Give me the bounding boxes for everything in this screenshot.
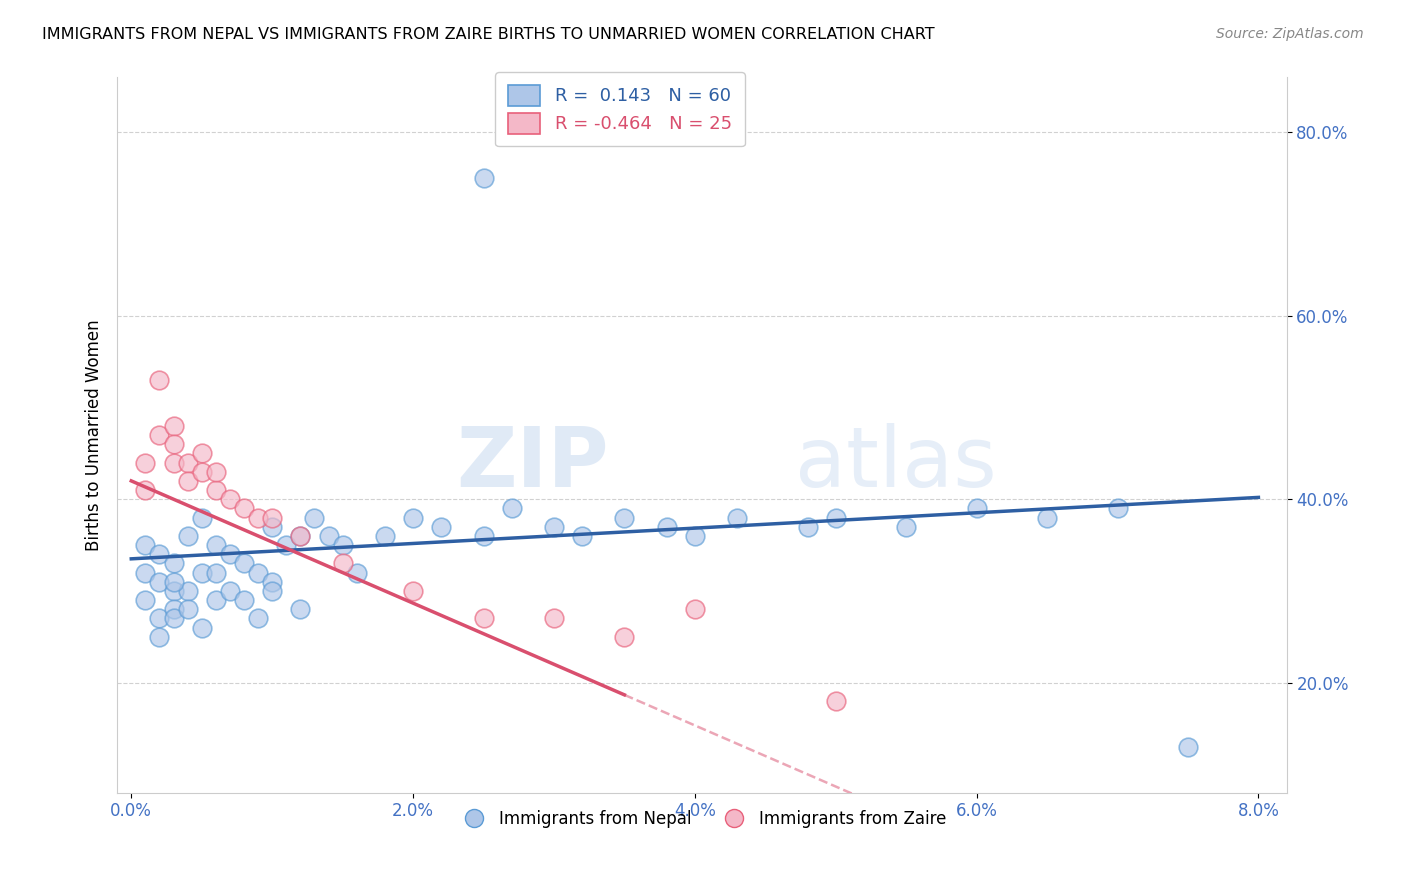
Point [204, 566, 226, 580]
Point [262, 583, 284, 598]
Point [134, 566, 156, 580]
Point [1107, 501, 1129, 516]
Point [1177, 739, 1199, 754]
Point [472, 611, 495, 625]
Point [148, 574, 170, 589]
Point [613, 630, 636, 644]
Text: Source: ZipAtlas.com: Source: ZipAtlas.com [1216, 27, 1364, 41]
Point [148, 611, 170, 625]
Point [1036, 510, 1059, 524]
Point [318, 529, 340, 543]
Point [346, 566, 368, 580]
Point [176, 583, 198, 598]
Y-axis label: Births to Unmarried Women: Births to Unmarried Women [86, 319, 103, 551]
Point [190, 465, 212, 479]
Point [176, 456, 198, 470]
Point [233, 593, 256, 607]
Point [655, 520, 678, 534]
Point [824, 510, 846, 524]
Point [472, 529, 495, 543]
Point [134, 538, 156, 552]
Point [162, 557, 184, 571]
Point [162, 611, 184, 625]
Point [402, 510, 425, 524]
Point [148, 428, 170, 442]
Point [543, 611, 565, 625]
Point [571, 529, 593, 543]
Point [613, 510, 636, 524]
Point [190, 510, 212, 524]
Point [332, 538, 354, 552]
Point [796, 520, 818, 534]
Point [402, 583, 425, 598]
Point [543, 520, 565, 534]
Point [204, 593, 226, 607]
Point [204, 483, 226, 497]
Point [134, 593, 156, 607]
Legend: Immigrants from Nepal, Immigrants from Zaire: Immigrants from Nepal, Immigrants from Z… [451, 803, 953, 834]
Point [501, 501, 523, 516]
Point [162, 583, 184, 598]
Point [332, 557, 354, 571]
Point [472, 171, 495, 186]
Point [262, 520, 284, 534]
Point [966, 501, 988, 516]
Point [304, 510, 326, 524]
Point [204, 538, 226, 552]
Point [204, 465, 226, 479]
Point [824, 694, 846, 708]
Point [219, 583, 242, 598]
Point [247, 566, 270, 580]
Text: ZIP: ZIP [456, 423, 609, 504]
Point [262, 574, 284, 589]
Point [134, 456, 156, 470]
Point [219, 492, 242, 507]
Point [262, 510, 284, 524]
Point [190, 621, 212, 635]
Point [134, 483, 156, 497]
Point [725, 510, 748, 524]
Point [219, 547, 242, 561]
Point [148, 630, 170, 644]
Point [276, 538, 298, 552]
Point [683, 529, 706, 543]
Point [233, 557, 256, 571]
Point [162, 574, 184, 589]
Point [162, 418, 184, 433]
Point [148, 373, 170, 387]
Point [190, 566, 212, 580]
Point [162, 456, 184, 470]
Point [148, 547, 170, 561]
Point [233, 501, 256, 516]
Point [896, 520, 918, 534]
Point [430, 520, 453, 534]
Point [290, 529, 312, 543]
Point [374, 529, 396, 543]
Point [290, 602, 312, 616]
Point [162, 437, 184, 451]
Point [683, 602, 706, 616]
Point [247, 510, 270, 524]
Point [176, 529, 198, 543]
Point [190, 446, 212, 460]
Point [290, 529, 312, 543]
Point [162, 602, 184, 616]
Text: IMMIGRANTS FROM NEPAL VS IMMIGRANTS FROM ZAIRE BIRTHS TO UNMARRIED WOMEN CORRELA: IMMIGRANTS FROM NEPAL VS IMMIGRANTS FROM… [42, 27, 935, 42]
Text: atlas: atlas [796, 423, 997, 504]
Point [176, 602, 198, 616]
Point [176, 474, 198, 488]
Point [247, 611, 270, 625]
